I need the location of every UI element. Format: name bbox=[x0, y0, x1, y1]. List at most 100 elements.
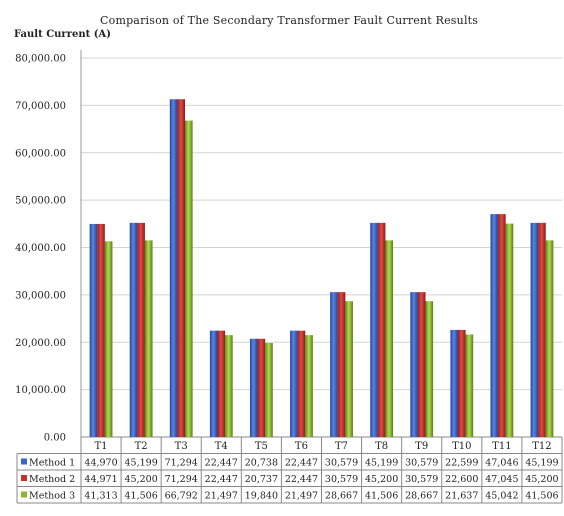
x-tick-label: T1 bbox=[95, 441, 108, 452]
data-label: 45,199 bbox=[125, 458, 158, 469]
bar-method-1-t3 bbox=[169, 99, 178, 437]
bar-method-3-t3 bbox=[185, 120, 193, 437]
x-tick-label: T2 bbox=[135, 441, 148, 452]
y-tick-label: 40,000.00 bbox=[15, 243, 66, 254]
data-label: 21,637 bbox=[445, 491, 478, 502]
data-label: 28,667 bbox=[325, 491, 358, 502]
bar-method-1-t11 bbox=[490, 214, 499, 437]
legend-label: Method 1 bbox=[29, 458, 75, 469]
data-label: 30,579 bbox=[405, 474, 438, 485]
bar-method-2-t1 bbox=[97, 223, 105, 437]
data-label: 30,579 bbox=[325, 474, 358, 485]
bar-method-3-t2 bbox=[144, 240, 153, 437]
data-label: 45,199 bbox=[525, 458, 558, 469]
bar-method-2-t9 bbox=[417, 292, 426, 437]
bar-method-3-t1 bbox=[104, 241, 113, 437]
bar-method-3-t12 bbox=[545, 240, 554, 437]
x-tick-label: T8 bbox=[375, 441, 388, 452]
bar-method-1-t7 bbox=[330, 292, 338, 437]
bar-method-2-t4 bbox=[217, 330, 226, 437]
x-tick-label: T10 bbox=[452, 441, 471, 452]
data-table: T1 T2 T3 T4 T5 T6 T7 T8 T9 T10 T11 T12 Method 1 44,97… bbox=[16, 437, 563, 504]
data-label: 22,600 bbox=[445, 474, 478, 485]
bar-method-2-t7 bbox=[337, 292, 346, 437]
data-label: 21,497 bbox=[205, 491, 238, 502]
bar-method-1-t6 bbox=[290, 330, 298, 437]
x-tick-label: T12 bbox=[532, 441, 551, 452]
data-label: 41,506 bbox=[125, 491, 158, 502]
data-label: 19,840 bbox=[245, 491, 278, 502]
bar-method-1-t9 bbox=[410, 292, 418, 437]
bar-method-1-t12 bbox=[530, 222, 539, 437]
y-tick-label: 30,000.00 bbox=[15, 290, 66, 301]
data-label: 47,046 bbox=[485, 458, 518, 469]
y-tick-label: 70,000.00 bbox=[15, 101, 66, 112]
data-label: 41,506 bbox=[525, 491, 558, 502]
data-label: 45,042 bbox=[485, 491, 518, 502]
bar-method-3-t5 bbox=[265, 343, 273, 437]
y-tick-label: 50,000.00 bbox=[15, 196, 66, 207]
data-label: 44,970 bbox=[84, 458, 117, 469]
data-label: 21,497 bbox=[285, 491, 318, 502]
x-tick-label: T4 bbox=[215, 441, 228, 452]
legend-label: Method 2 bbox=[29, 474, 75, 485]
y-axis-label: Fault Current (A) bbox=[14, 29, 111, 40]
bar-method-1-t10 bbox=[450, 329, 458, 437]
bar-method-2-t2 bbox=[137, 222, 145, 437]
legend-swatch bbox=[21, 475, 27, 481]
x-tick-label: T5 bbox=[255, 441, 268, 452]
y-tick-label: 10,000.00 bbox=[15, 385, 66, 396]
bar-method-1-t5 bbox=[249, 338, 258, 437]
data-label: 47,045 bbox=[485, 474, 518, 485]
data-label: 20,737 bbox=[245, 474, 278, 485]
bars bbox=[89, 99, 554, 437]
data-label: 71,294 bbox=[165, 474, 198, 485]
bar-method-3-t11 bbox=[505, 223, 514, 437]
bar-method-1-t4 bbox=[209, 330, 218, 437]
gridlines bbox=[80, 50, 562, 438]
bar-method-3-t10 bbox=[465, 334, 474, 437]
data-label: 71,294 bbox=[165, 458, 198, 469]
bar-method-3-t6 bbox=[305, 335, 313, 437]
data-label: 22,599 bbox=[445, 458, 478, 469]
bar-method-3-t9 bbox=[425, 301, 434, 437]
data-label: 45,200 bbox=[365, 474, 398, 485]
bar-method-2-t6 bbox=[297, 330, 306, 437]
data-label: 41,313 bbox=[84, 491, 117, 502]
bar-method-1-t1 bbox=[89, 223, 98, 437]
data-label: 41,506 bbox=[365, 491, 398, 502]
data-label: 20,738 bbox=[245, 458, 278, 469]
x-tick-label: T7 bbox=[335, 441, 348, 452]
bar-method-2-t10 bbox=[457, 329, 466, 437]
x-tick-label: T11 bbox=[492, 441, 511, 452]
y-tick-label: 20,000.00 bbox=[15, 338, 66, 349]
y-axis-ticks: 0.00 10,000.00 20,000.00 30,000.00 40,000.00… bbox=[15, 54, 66, 444]
bar-method-2-t11 bbox=[498, 214, 506, 437]
x-tick-label: T3 bbox=[175, 441, 188, 452]
bar-method-1-t2 bbox=[129, 222, 138, 437]
x-tick-label: T9 bbox=[415, 441, 428, 452]
bar-method-3-t8 bbox=[385, 240, 394, 437]
bar-method-2-t8 bbox=[377, 222, 386, 437]
data-label: 45,200 bbox=[125, 474, 158, 485]
data-label: 30,579 bbox=[405, 458, 438, 469]
x-tick-label: T6 bbox=[295, 441, 308, 452]
data-label: 45,199 bbox=[365, 458, 398, 469]
data-label: 66,792 bbox=[165, 491, 198, 502]
data-label: 22,447 bbox=[285, 458, 318, 469]
legend-swatch bbox=[21, 491, 27, 498]
bar-method-2-t5 bbox=[257, 338, 266, 437]
data-label: 44,971 bbox=[84, 474, 117, 485]
chart-title: Comparison of The Secondary Transformer … bbox=[100, 14, 479, 27]
bar-method-3-t7 bbox=[345, 301, 353, 437]
data-label: 22,447 bbox=[205, 458, 238, 469]
data-label: 22,447 bbox=[285, 474, 318, 485]
legend-swatch bbox=[21, 458, 27, 465]
bar-method-2-t3 bbox=[177, 99, 186, 437]
bar-method-1-t8 bbox=[370, 222, 378, 437]
data-label: 28,667 bbox=[405, 491, 438, 502]
y-tick-label: 80,000.00 bbox=[15, 54, 66, 65]
y-tick-label: 0.00 bbox=[44, 433, 66, 444]
y-tick-label: 60,000.00 bbox=[15, 148, 66, 159]
